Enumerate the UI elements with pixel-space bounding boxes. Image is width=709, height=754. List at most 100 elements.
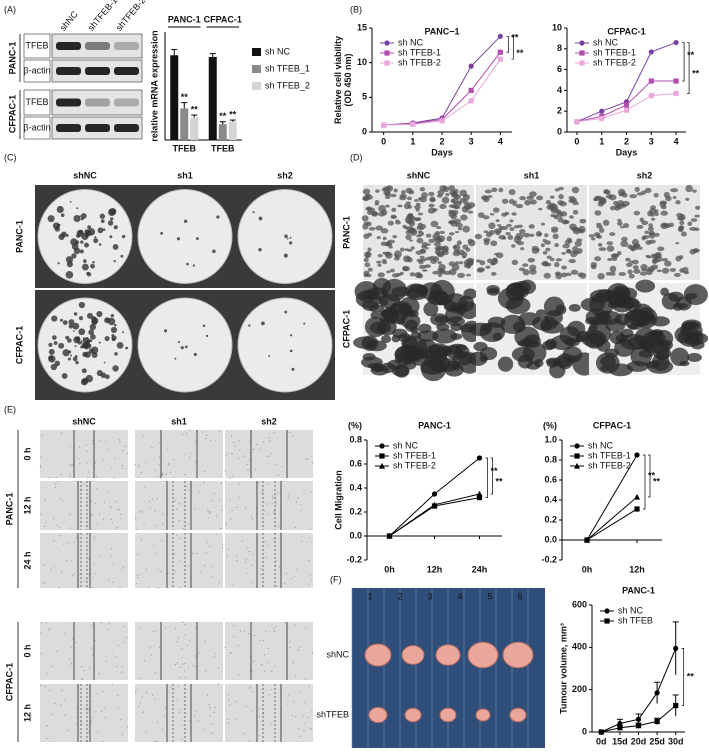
texture (229, 477, 231, 479)
cell (410, 326, 419, 334)
texture (235, 701, 238, 703)
texture (108, 448, 110, 450)
cell (509, 227, 515, 232)
texture (251, 581, 253, 583)
wound-image (225, 622, 313, 680)
texture (41, 434, 43, 436)
texture (96, 522, 98, 525)
cell (557, 200, 564, 205)
cell (552, 214, 558, 218)
texture (165, 473, 167, 475)
texture (149, 647, 152, 649)
colony (75, 336, 81, 342)
colony (73, 247, 81, 255)
texture (220, 528, 222, 530)
colony (163, 329, 168, 333)
texture (289, 641, 291, 643)
texture (209, 512, 211, 514)
texture (212, 732, 215, 734)
texture (144, 461, 147, 464)
texture (69, 623, 71, 625)
cell (517, 340, 526, 347)
x-tick-label: 2 (439, 136, 444, 146)
colony (57, 262, 60, 265)
legend-label: sh TFEB (618, 615, 653, 625)
colony (90, 334, 96, 340)
cell (507, 234, 514, 241)
cell (609, 271, 616, 276)
texture (180, 738, 183, 740)
wound-image (225, 481, 313, 530)
cell (420, 248, 427, 254)
cell (416, 237, 424, 244)
texture (60, 704, 62, 706)
colony (80, 378, 88, 386)
cell (387, 220, 394, 226)
cell (675, 255, 682, 262)
cell (647, 226, 654, 232)
y-tick-label: 4 (557, 85, 562, 95)
colony (183, 219, 188, 223)
texture (194, 441, 196, 443)
significance-bracket (511, 35, 514, 60)
texture (72, 638, 74, 640)
texture (256, 443, 258, 446)
bar (190, 117, 199, 140)
cell (559, 326, 581, 345)
texture (194, 655, 196, 657)
cell (634, 186, 640, 192)
texture (242, 455, 245, 457)
cell (505, 231, 511, 236)
texture (119, 518, 121, 520)
texture (207, 511, 209, 513)
cell (632, 265, 639, 270)
texture (297, 497, 300, 499)
column-label: sh2 (261, 416, 277, 426)
texture (253, 660, 255, 662)
annotation: ** (687, 50, 695, 60)
cell (405, 234, 412, 241)
texture (264, 670, 266, 672)
colony (248, 324, 251, 327)
cell (467, 210, 474, 214)
texture (215, 653, 217, 655)
legend-label: sh NC (593, 37, 619, 47)
column-label: shNC (72, 416, 96, 426)
colony (73, 214, 81, 223)
y-axis-label: relative mRNA expression (149, 30, 159, 141)
data-point (476, 455, 483, 461)
cell (381, 335, 392, 344)
texture (206, 542, 208, 544)
texture (70, 465, 72, 467)
texture (238, 440, 240, 442)
texture (248, 740, 250, 742)
cell (648, 223, 653, 228)
texture (87, 471, 90, 473)
texture (40, 652, 42, 655)
texture (94, 503, 96, 505)
cell (508, 198, 515, 205)
texture (184, 663, 186, 665)
colony (50, 363, 58, 371)
blot-band (85, 98, 110, 107)
cell (446, 316, 465, 327)
cell (642, 235, 650, 240)
y-tick-label: 0.8 (349, 434, 362, 444)
cell (594, 210, 602, 216)
legend-marker (384, 60, 390, 66)
texture (184, 670, 186, 672)
series-line (586, 454, 638, 541)
cell (396, 317, 406, 325)
cell (660, 287, 669, 296)
colony (92, 261, 95, 264)
texture (231, 652, 233, 654)
texture (274, 630, 276, 633)
cell (647, 210, 654, 217)
texture (102, 518, 105, 520)
texture (175, 500, 177, 502)
texture (92, 717, 94, 719)
cell (429, 279, 455, 305)
legend-marker (579, 60, 585, 66)
data-point (386, 532, 393, 539)
time-label: 0 h (22, 447, 32, 460)
